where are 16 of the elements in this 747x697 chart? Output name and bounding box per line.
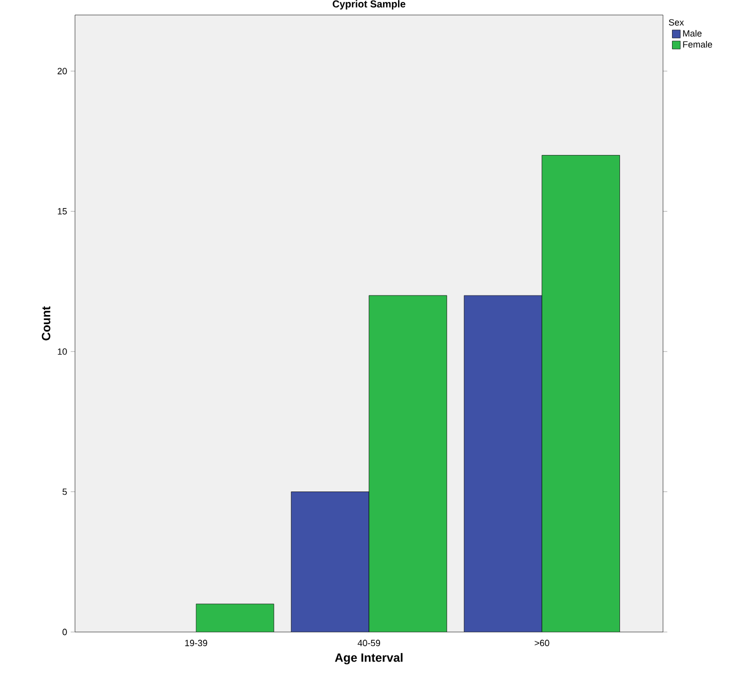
x-tick-label: >60 bbox=[534, 640, 550, 646]
legend-title: Sex bbox=[668, 19, 684, 26]
y-axis-title: Count bbox=[42, 306, 50, 340]
y-tick-label: 10 bbox=[58, 348, 67, 355]
x-tick-label: 19-39 bbox=[185, 640, 208, 646]
bar bbox=[290, 492, 370, 632]
x-tick-label: 40-59 bbox=[358, 640, 380, 646]
x-axis-title: Age Interval bbox=[334, 653, 402, 664]
y-tick-label: 20 bbox=[58, 68, 67, 74]
y-tick-label: 15 bbox=[58, 208, 67, 214]
bar bbox=[464, 295, 542, 632]
legend-label: Male bbox=[683, 30, 702, 37]
legend-label: Female bbox=[683, 41, 712, 48]
y-tick-label: 0 bbox=[62, 628, 67, 636]
chart-title: Cypriot Sample bbox=[332, 0, 406, 10]
y-tick-label: 5 bbox=[62, 488, 67, 495]
